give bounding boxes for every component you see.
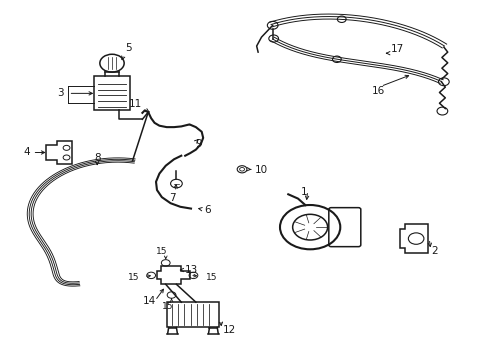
Text: 9: 9: [195, 139, 201, 149]
Text: 17: 17: [389, 44, 403, 54]
Text: 4: 4: [23, 148, 30, 157]
Text: 3: 3: [57, 88, 63, 98]
Text: 15: 15: [127, 273, 139, 282]
Text: 1: 1: [300, 187, 306, 197]
Text: 2: 2: [431, 247, 437, 256]
Text: 16: 16: [371, 86, 385, 96]
Text: 15: 15: [205, 273, 217, 282]
Text: 14: 14: [142, 296, 156, 306]
Text: 12: 12: [222, 325, 235, 335]
Text: 11: 11: [129, 99, 142, 109]
Text: 6: 6: [204, 205, 211, 215]
Text: 10: 10: [255, 165, 268, 175]
Text: 13: 13: [185, 265, 198, 275]
Text: 7: 7: [168, 193, 175, 203]
Text: 8: 8: [94, 153, 100, 163]
Text: 15: 15: [156, 247, 167, 256]
Text: 5: 5: [125, 43, 132, 53]
Text: 15: 15: [162, 302, 173, 311]
